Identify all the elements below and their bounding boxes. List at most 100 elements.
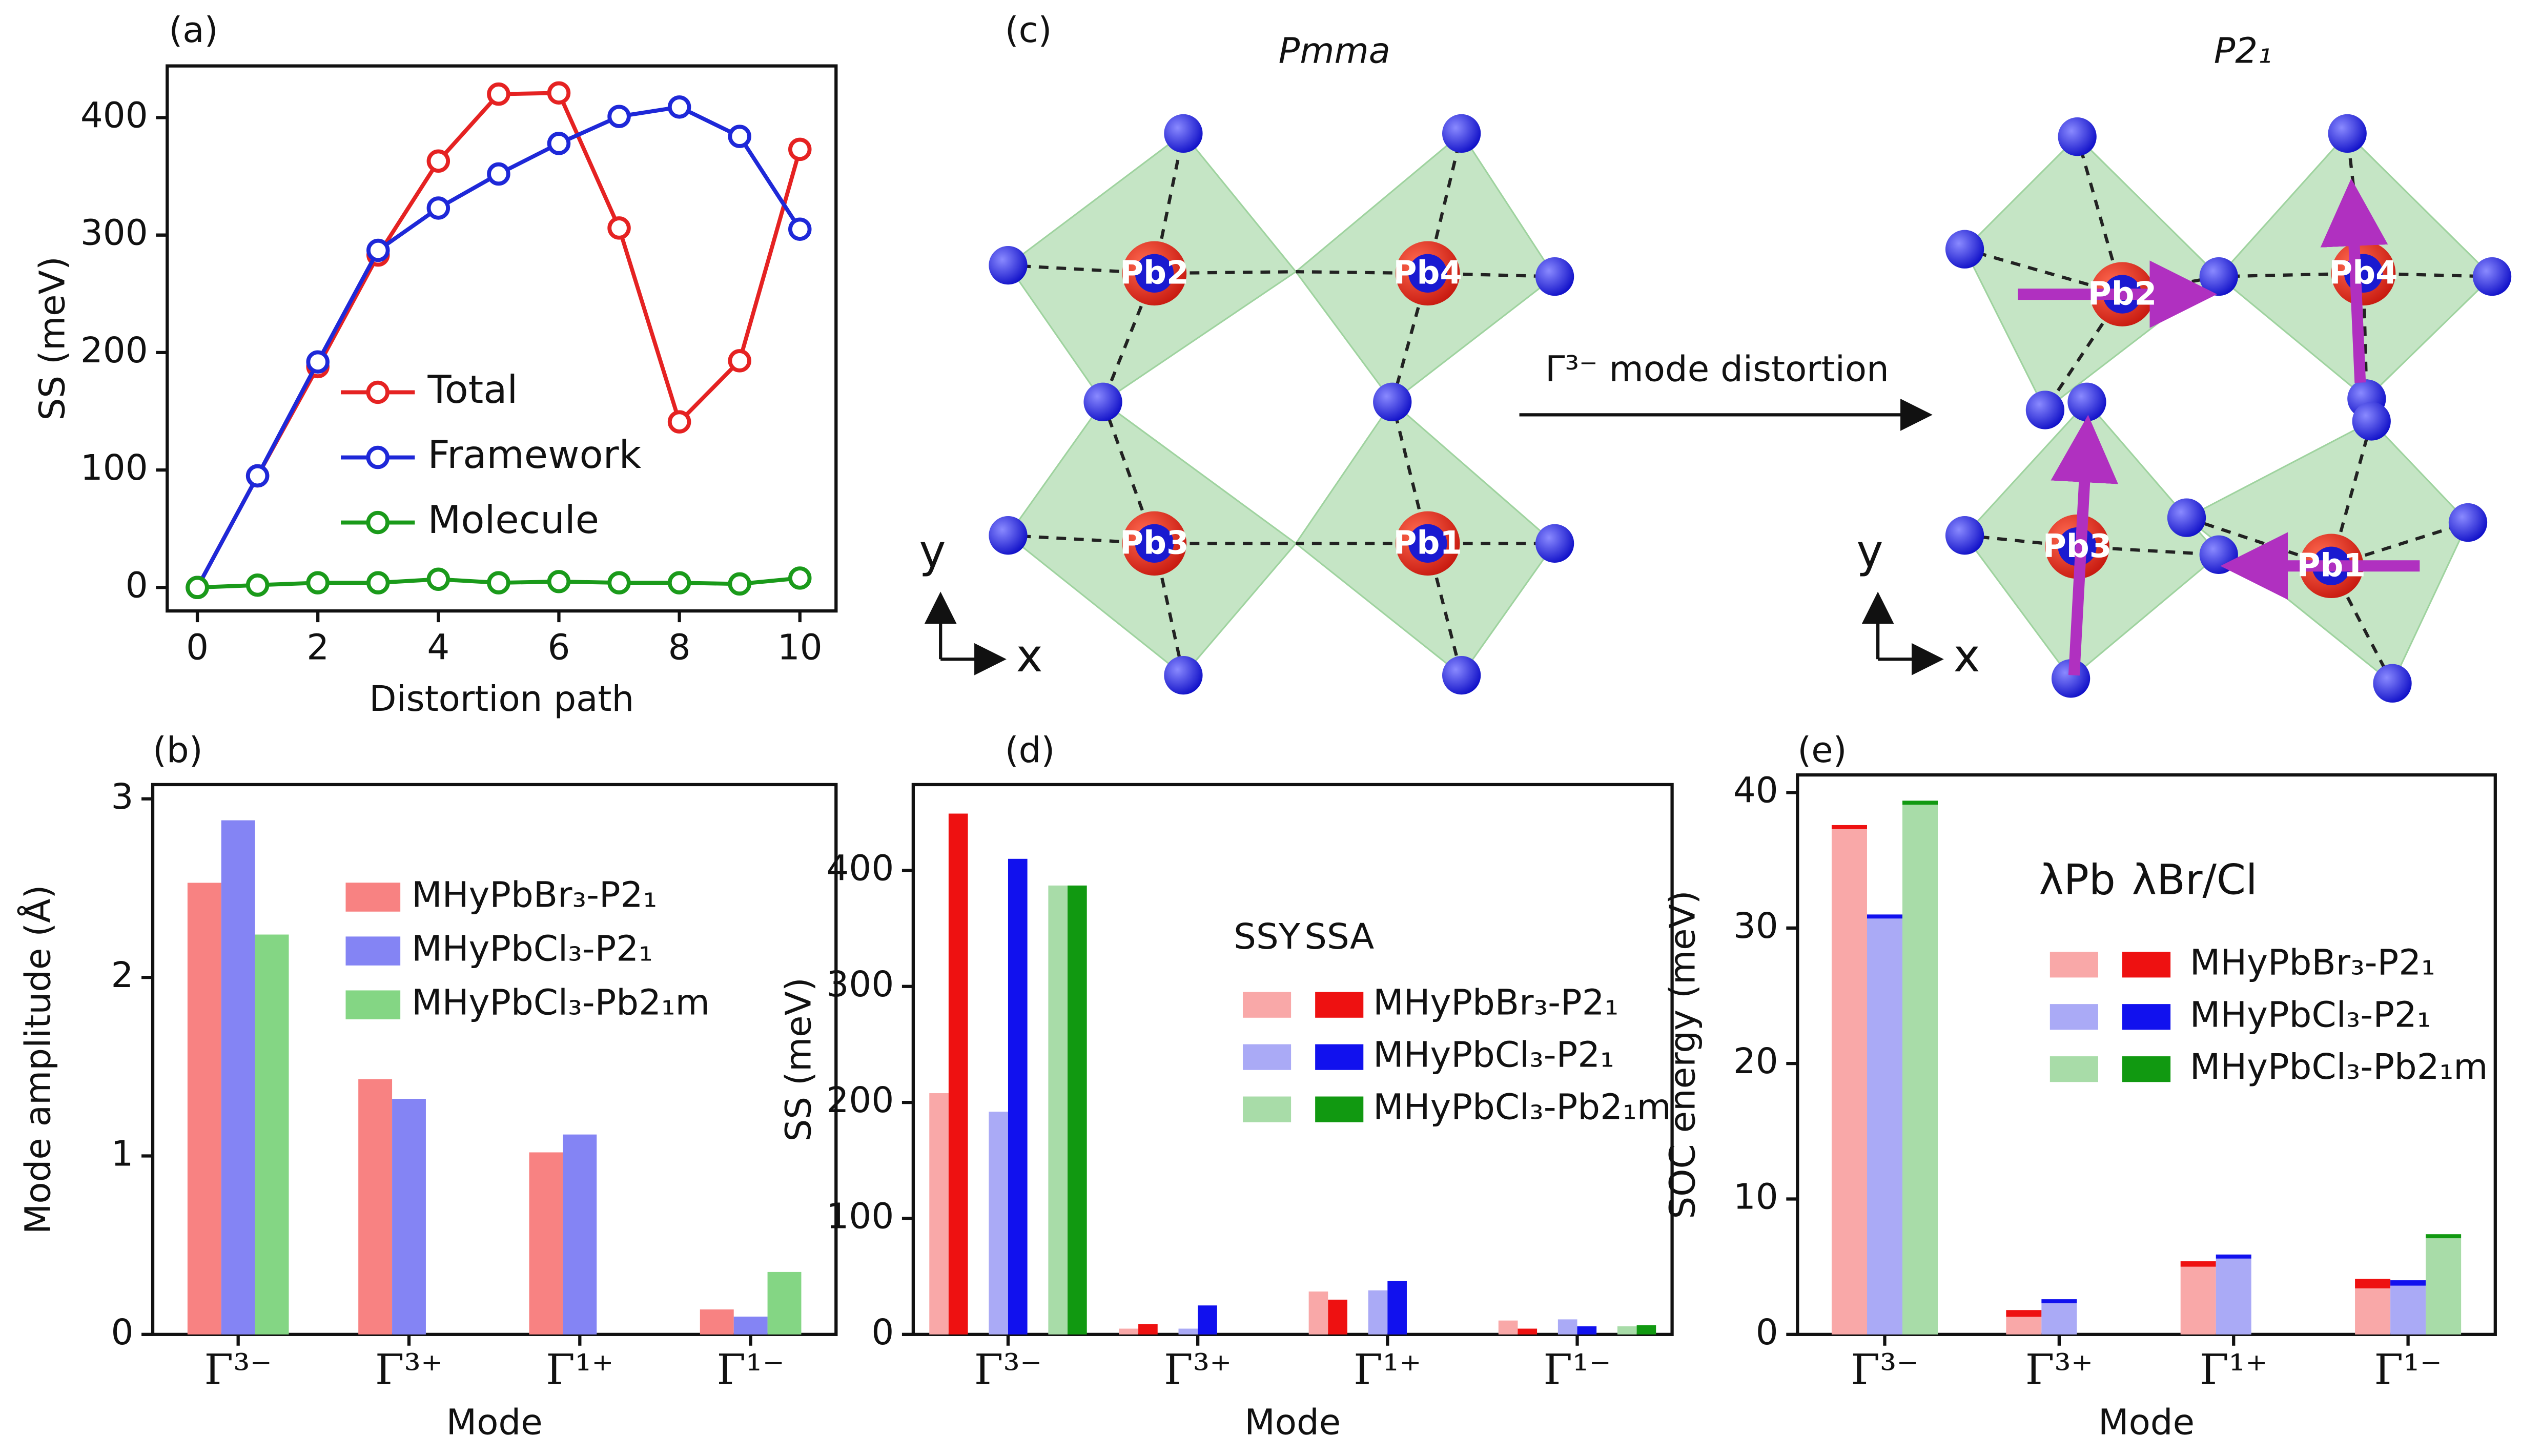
- bar: [1557, 1319, 1577, 1335]
- x-tick-label: Γ¹⁻: [716, 1346, 784, 1395]
- legend-header: SSA: [1304, 916, 1374, 957]
- panel-label: (b): [153, 730, 203, 771]
- legend-swatch: [1315, 1096, 1364, 1122]
- axis-y-label: y: [1856, 525, 1883, 578]
- legend-marker: [366, 445, 390, 469]
- bar: [392, 1099, 426, 1335]
- point: [728, 572, 751, 596]
- bar: [1138, 1324, 1158, 1335]
- legend-label: MHyPbCl₃-P2₁: [1373, 1035, 1614, 1076]
- legend-swatch: [345, 883, 401, 912]
- legend-label: Framework: [427, 432, 641, 477]
- plot-frame: [1796, 773, 2497, 1336]
- halide-atom: [2167, 498, 2206, 537]
- legend-swatch: [2122, 1056, 2171, 1082]
- x-tick-label: Γ³⁻: [1851, 1346, 1918, 1395]
- atom-label: Pb4: [1393, 254, 1462, 292]
- bar: [1068, 885, 1087, 1335]
- point: [186, 576, 209, 600]
- plot-frame: [166, 64, 838, 613]
- bar: [1178, 1328, 1198, 1335]
- structure-diagram: (c) Pmma P2₁ Γ³⁻ mode distortion y x y x…: [919, 10, 2512, 703]
- bar: [948, 813, 968, 1335]
- y-axis-label: Mode amplitude (Å): [16, 885, 58, 1235]
- x-tick-label: 8: [668, 627, 691, 668]
- panel: (d) 0 100 200 300 400 SS (meV) Mode Γ³⁻ Γ³⁺ Γ¹⁺ Γ¹⁻…: [778, 730, 1674, 1443]
- y-tick-label: 30: [1733, 906, 1778, 947]
- point: [607, 571, 631, 594]
- y-tick-label: 100: [80, 447, 148, 488]
- panel: (b) 0 1 2 3 Mode amplitude (Å) Mode Γ³⁻ Γ³⁺ Γ¹⁺ Γ¹…: [16, 730, 838, 1443]
- bar: [1008, 858, 1028, 1335]
- halide-atom: [1442, 114, 1481, 153]
- y-tick-label: 2: [111, 955, 133, 996]
- bar: [2216, 1258, 2251, 1335]
- x-tick-label: 4: [427, 627, 449, 668]
- halide-atom: [2352, 402, 2391, 441]
- panel-label: (d): [1005, 730, 1055, 771]
- point: [667, 571, 691, 594]
- bar: [2355, 1288, 2391, 1335]
- bar: [1368, 1290, 1388, 1335]
- legend-swatch: [2049, 1004, 2098, 1030]
- displacement-arrow: [2320, 178, 2388, 383]
- bar: [989, 1112, 1008, 1335]
- legend-swatch: [345, 990, 401, 1019]
- point: [547, 132, 571, 155]
- point: [667, 95, 691, 119]
- point: [426, 149, 450, 173]
- panel: (a) 0 100 200 300 400 SS (meV) Distortion path 0…: [32, 10, 838, 720]
- legend-label: MHyPbCl₃-Pb2₁m: [2190, 1047, 2488, 1088]
- legend-swatch: [2122, 1004, 2171, 1030]
- bar: [1902, 801, 1938, 805]
- y-tick-label: 300: [827, 964, 894, 1005]
- y-tick-label: 0: [871, 1312, 894, 1353]
- x-tick-label: Γ³⁺: [375, 1346, 443, 1395]
- bar: [700, 1309, 734, 1335]
- atom-label: Pb3: [2043, 527, 2112, 565]
- panel: (e) 0 10 20 30 40 SOC energy (meV) Mode Γ³⁻ Γ³⁺ Γ¹…: [1663, 730, 2497, 1443]
- legend-swatch: [1242, 1096, 1292, 1122]
- legend-swatch: [2049, 1056, 2098, 1082]
- x-tick-label: Γ¹⁺: [546, 1346, 613, 1395]
- halide-atom: [2373, 664, 2412, 703]
- pb-core: [1135, 254, 1174, 293]
- y-axis-label: SS (meV): [778, 977, 819, 1141]
- y-axis-label: SS (meV): [32, 256, 73, 420]
- pb-core: [1408, 524, 1447, 563]
- bar: [767, 1272, 802, 1335]
- y-tick-label: 200: [827, 1080, 894, 1121]
- bar: [1636, 1325, 1656, 1335]
- halide-atom: [2472, 257, 2512, 296]
- bar: [1831, 829, 1867, 1335]
- legend-label: Molecule: [427, 497, 599, 542]
- point: [607, 105, 631, 128]
- halide-atom: [1945, 516, 1984, 555]
- point: [547, 570, 571, 593]
- axes-left: y x: [919, 525, 1043, 682]
- panel-label: (a): [169, 10, 218, 51]
- right-title: P2₁: [2214, 31, 2272, 72]
- bar: [1867, 918, 1902, 1335]
- bar: [529, 1152, 563, 1335]
- bar: [358, 1079, 393, 1335]
- point: [728, 125, 751, 148]
- atom-label: Pb2: [2088, 275, 2157, 312]
- bar: [2180, 1261, 2216, 1267]
- axes-right: y x: [1856, 525, 1980, 682]
- x-tick-label: 2: [306, 627, 329, 668]
- legend-marker: [366, 380, 390, 404]
- point: [306, 350, 330, 374]
- x-tick-label: Γ³⁺: [2025, 1346, 2093, 1395]
- point: [487, 82, 510, 106]
- legend-label: MHyPbCl₃-Pb2₁m: [412, 982, 710, 1023]
- halide-atom: [2051, 659, 2090, 698]
- x-tick-label: Γ¹⁺: [2200, 1346, 2267, 1395]
- y-tick-label: 0: [111, 1312, 133, 1353]
- halide-atom: [1535, 524, 1574, 563]
- x-axis-label: Mode: [2098, 1402, 2195, 1443]
- y-tick-label: 20: [1733, 1041, 1778, 1082]
- halide-atom: [1945, 230, 1984, 269]
